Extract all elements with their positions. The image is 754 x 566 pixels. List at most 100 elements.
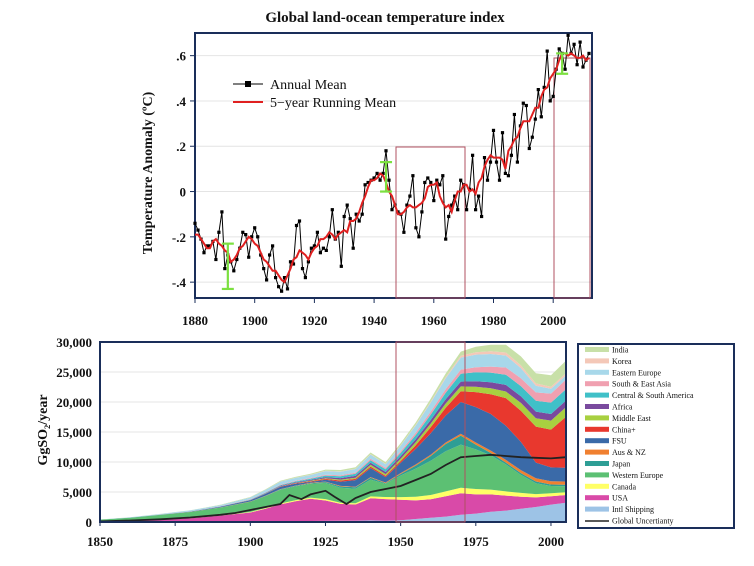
annual-mean-point <box>453 194 457 198</box>
legend-swatch <box>585 347 609 352</box>
uncertainty-error-bars <box>221 52 569 291</box>
annual-mean-point <box>485 178 490 182</box>
bottom-y-tick-label: 30,000 <box>56 335 92 350</box>
bottom-y-tick-label: 5,000 <box>63 485 92 500</box>
legend-label: South & East Asia <box>612 380 671 389</box>
legend-annual-marker <box>245 81 251 87</box>
annual-mean-point <box>309 246 313 250</box>
bottom-chart-ylabel: GgSO₂/year <box>36 394 51 465</box>
top-chart-series <box>193 33 591 293</box>
annual-mean-point <box>488 160 493 164</box>
annual-mean-point <box>265 278 269 282</box>
area-fsu <box>100 402 566 520</box>
annual-mean-point <box>587 51 591 55</box>
legend-label: Intl Shipping <box>612 505 654 514</box>
legend-label: USA <box>612 494 628 503</box>
bottom-y-tick-label: 15,000 <box>56 425 92 440</box>
area-central-south-america <box>100 372 566 520</box>
annual-mean-point <box>456 208 460 212</box>
top-y-tick-label: .2 <box>176 139 186 154</box>
annual-mean-point <box>465 208 469 212</box>
annual-mean-point <box>539 115 543 119</box>
annual-mean-point <box>306 260 310 264</box>
legend-label: Korea <box>612 357 632 366</box>
annual-mean-point <box>441 174 445 178</box>
annual-mean-point <box>339 264 343 268</box>
annual-mean-point <box>303 276 307 280</box>
top-x-tick-label: 1960 <box>421 313 447 328</box>
top-chart-y-ticks: .6 .4 .2 0 -.2 -.4 <box>172 49 195 290</box>
annual-mean-point <box>471 153 475 157</box>
annual-mean-point <box>551 94 555 98</box>
annual-mean-point <box>494 160 499 164</box>
annual-mean-point <box>274 276 278 280</box>
annual-mean-point <box>294 223 299 228</box>
annual-mean-point <box>262 267 266 271</box>
annual-mean-point <box>491 128 496 132</box>
annual-mean-point <box>318 251 322 255</box>
annual-mean-point <box>372 176 376 180</box>
annual-mean-point <box>444 237 448 241</box>
annual-mean-point <box>256 235 260 239</box>
legend-label: Aus & NZ <box>612 448 646 457</box>
legend-label: Middle East <box>612 414 652 423</box>
annual-mean-point <box>327 235 331 239</box>
global-uncertainty-line <box>99 453 567 523</box>
annual-mean-point <box>253 226 257 230</box>
annual-mean-point <box>500 131 505 135</box>
annual-mean-point <box>360 212 364 216</box>
top-chart-gridlines <box>195 55 592 283</box>
bottom-x-tick-label: 2000 <box>538 534 564 549</box>
top-y-tick-label: .6 <box>176 49 186 64</box>
annual-mean-point <box>232 269 236 273</box>
annual-mean-point <box>450 203 454 207</box>
top-x-tick-label: 1900 <box>242 313 268 328</box>
annual-mean-point <box>506 174 510 178</box>
annual-mean-point <box>477 194 481 198</box>
legend-swatch <box>585 415 609 421</box>
bottom-chart-legend: India Korea Eastern Europe South & East Asi… <box>585 346 694 526</box>
annual-mean-point <box>297 219 302 223</box>
legend-swatch <box>585 358 609 364</box>
annual-mean-point <box>417 235 421 239</box>
annual-mean-point <box>524 103 528 108</box>
legend-annual-label: Annual Mean <box>270 78 347 93</box>
annual-mean-point <box>268 253 272 257</box>
bottom-y-tick-label: 10,000 <box>56 455 92 470</box>
legend-swatch <box>585 449 609 455</box>
bottom-chart-frame <box>99 341 567 523</box>
annual-mean-point <box>196 228 200 232</box>
legend-uncertainty-label: Global Uncertianty <box>612 517 674 526</box>
legend-swatch <box>585 461 609 466</box>
legend-label: FSU <box>612 437 627 446</box>
annual-mean-point <box>241 230 245 234</box>
top-x-tick-label: 1980 <box>480 313 506 328</box>
annual-mean-point <box>387 178 391 182</box>
annual-mean-point <box>282 276 287 280</box>
annual-mean-point <box>342 214 346 219</box>
annual-mean-point <box>432 199 436 203</box>
area-usa <box>100 493 566 522</box>
annual-mean-point <box>357 219 361 223</box>
bottom-x-tick-label: 1950 <box>388 534 414 549</box>
annual-mean-point <box>277 285 281 289</box>
annual-mean-point <box>408 194 412 198</box>
annual-mean-point <box>354 212 358 216</box>
legend-label: India <box>612 346 629 355</box>
area-india <box>100 344 566 520</box>
highlight-box-1950-1970-top <box>395 146 466 299</box>
annual-mean-point <box>214 257 218 262</box>
annual-mean-point <box>429 180 433 185</box>
top-y-tick-label: -.4 <box>172 275 187 290</box>
bottom-y-tick-label: 25,000 <box>56 365 92 380</box>
legend-label: Western Europe <box>612 471 664 480</box>
annual-mean-point <box>512 112 516 117</box>
bottom-x-tick-label: 1900 <box>237 534 263 549</box>
annual-mean-point <box>235 257 239 262</box>
annual-mean-point <box>548 99 552 103</box>
annual-mean-point <box>345 203 349 207</box>
bottom-x-tick-label: 1975 <box>463 534 490 549</box>
annual-mean-point <box>285 287 290 291</box>
top-x-tick-label: 2000 <box>540 313 566 328</box>
